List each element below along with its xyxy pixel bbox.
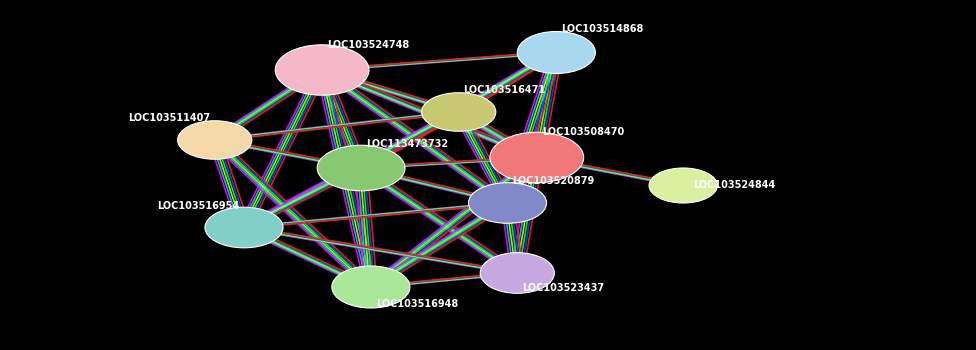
Text: LOC103516471: LOC103516471 — [464, 85, 546, 95]
Text: LOC103516954: LOC103516954 — [157, 201, 239, 211]
Ellipse shape — [205, 207, 283, 248]
Text: LOC103508470: LOC103508470 — [542, 127, 624, 137]
Ellipse shape — [649, 168, 717, 203]
Text: LOC103520879: LOC103520879 — [512, 176, 594, 186]
Ellipse shape — [490, 132, 584, 183]
Ellipse shape — [422, 93, 496, 131]
Ellipse shape — [317, 145, 405, 191]
Ellipse shape — [332, 266, 410, 308]
Ellipse shape — [275, 45, 369, 95]
Ellipse shape — [178, 121, 252, 159]
Text: LOC103524844: LOC103524844 — [693, 181, 775, 190]
Ellipse shape — [480, 253, 554, 293]
Text: LOC103516948: LOC103516948 — [376, 299, 458, 309]
Text: LOC103523437: LOC103523437 — [522, 283, 604, 293]
Text: LOC103514868: LOC103514868 — [561, 24, 643, 34]
Ellipse shape — [468, 183, 547, 223]
Text: LOC113473732: LOC113473732 — [366, 139, 448, 149]
Text: LOC103511407: LOC103511407 — [128, 113, 210, 123]
Text: LOC103524748: LOC103524748 — [327, 40, 409, 50]
Ellipse shape — [517, 32, 595, 74]
